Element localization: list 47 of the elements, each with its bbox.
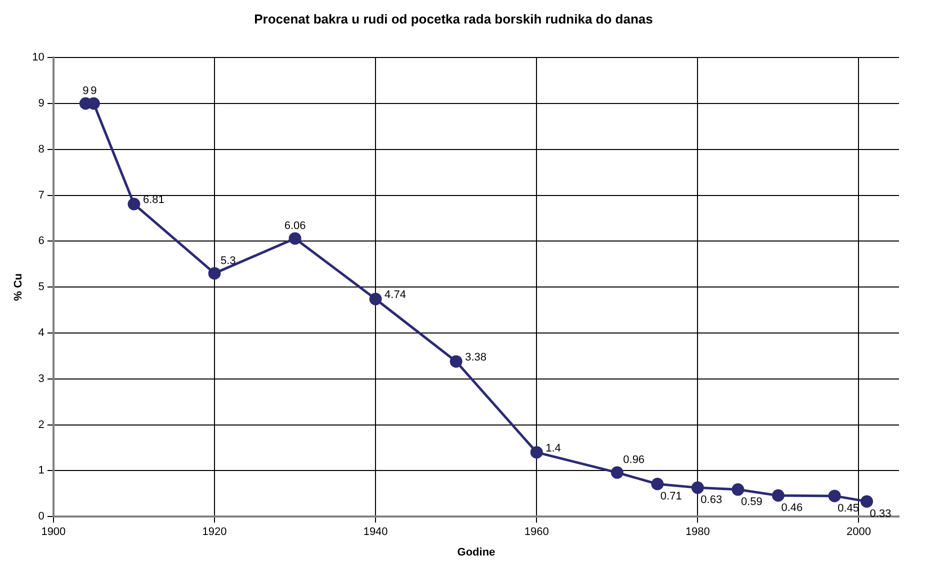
y-tick-label: 3 xyxy=(38,372,44,385)
data-label: 9 xyxy=(82,85,89,98)
y-tick-label: 0 xyxy=(38,510,44,523)
y-tick-label: 4 xyxy=(38,327,44,340)
x-tick-label: 1960 xyxy=(524,526,549,538)
point xyxy=(450,355,462,368)
y-tick-label: 5 xyxy=(38,281,44,294)
data-label: 0.59 xyxy=(740,496,762,508)
point xyxy=(530,446,543,459)
data-label: 5.3 xyxy=(220,254,236,267)
y-axis-title: % Cu xyxy=(12,273,25,301)
y-tick-label: 10 xyxy=(32,52,44,64)
x-tick-label: 1980 xyxy=(685,526,710,538)
data-label: 0.63 xyxy=(700,494,722,506)
y-tick-label: 6 xyxy=(38,235,44,248)
data-label: 9 xyxy=(90,85,97,98)
x-tick-label: 1920 xyxy=(202,526,227,538)
x-tick-label: 1940 xyxy=(363,526,388,538)
data-label: 4.74 xyxy=(384,289,406,302)
point xyxy=(651,478,664,490)
point xyxy=(288,232,302,245)
data-label: 1.4 xyxy=(546,442,561,454)
point xyxy=(208,267,221,280)
data-label: 6.06 xyxy=(284,220,306,232)
x-tick-label: 1900 xyxy=(41,526,66,538)
chart-title: Procenat bakra u rudi od pocetka rada borskih rudnika do danas xyxy=(254,11,653,26)
data-label: 0.96 xyxy=(623,454,645,466)
data-label: 3.38 xyxy=(465,351,487,364)
data-label: 0.45 xyxy=(838,502,859,514)
point xyxy=(732,483,744,496)
data-label: 0.71 xyxy=(660,490,682,503)
point xyxy=(828,490,841,502)
point xyxy=(128,198,140,210)
y-tick-label: 7 xyxy=(38,189,44,202)
data-label: 0.46 xyxy=(781,502,803,514)
y-tick-label: 8 xyxy=(38,143,44,156)
point xyxy=(772,489,784,502)
x-tick-label: 2000 xyxy=(846,526,871,538)
y-tick-label: 2 xyxy=(38,418,44,431)
y-tick-label: 1 xyxy=(38,464,44,477)
y-tick-label: 9 xyxy=(38,98,44,110)
point xyxy=(369,292,382,306)
point xyxy=(691,481,704,494)
point xyxy=(860,495,874,508)
data-label: 0.33 xyxy=(870,508,892,520)
x-axis-title: Godine xyxy=(457,546,496,558)
point xyxy=(610,466,624,479)
